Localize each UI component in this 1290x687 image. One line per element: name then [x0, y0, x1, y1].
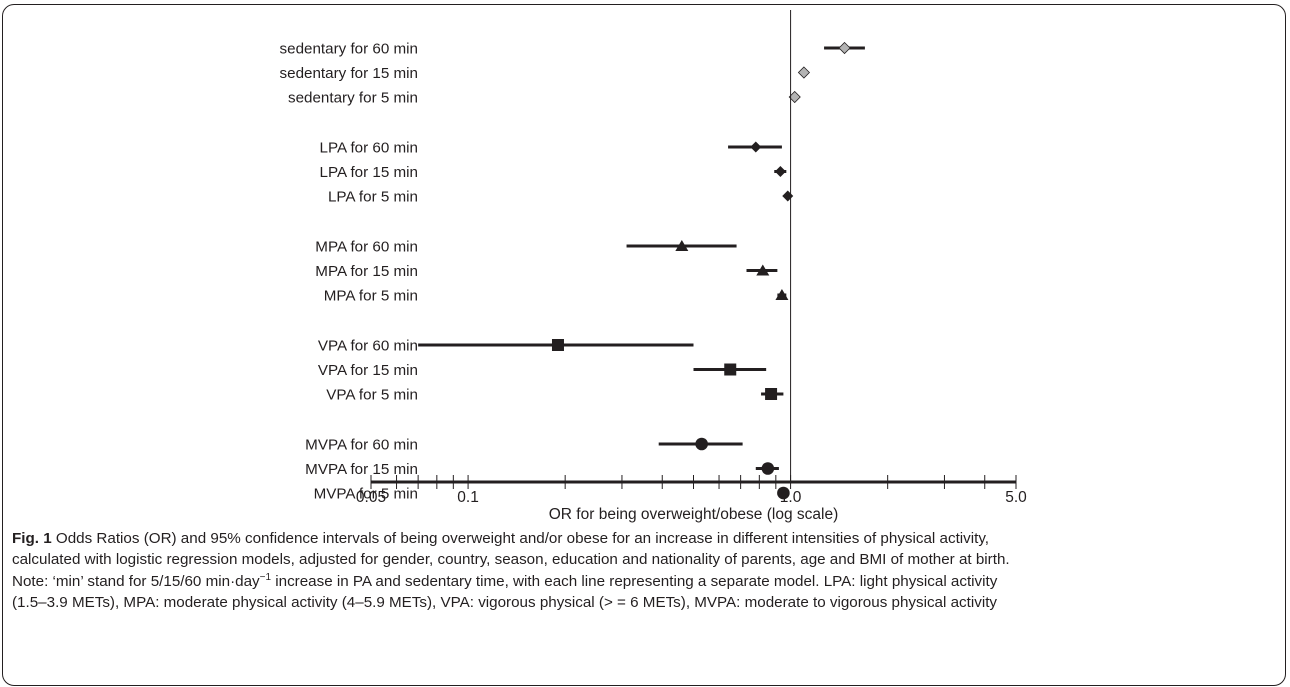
circle-marker — [695, 437, 708, 451]
forest-row: sedentary for 15 min — [280, 65, 810, 82]
square-marker — [551, 339, 564, 351]
x-tick-label: 0.05 — [356, 489, 386, 506]
figure-frame — [2, 4, 1286, 686]
triangle-marker — [675, 240, 689, 251]
diamond-marker — [838, 41, 851, 55]
square-marker — [724, 363, 737, 376]
forest-row: MVPA for 60 min — [305, 437, 743, 454]
row-label: LPA for 15 min — [320, 164, 419, 181]
forest-row: VPA for 15 min — [318, 362, 767, 379]
x-tick-label: 0.1 — [457, 489, 479, 506]
triangle-marker — [756, 264, 770, 276]
forest-row: MPA for 5 min — [324, 288, 789, 305]
figure-label: Fig. 1 — [12, 530, 52, 547]
row-label: sedentary for 15 min — [280, 65, 418, 82]
plot-rows: sedentary for 60 min sedentary for 15 min… — [280, 41, 865, 503]
x-axis-label: OR for being overweight/obese (log scale… — [549, 506, 838, 523]
row-label: VPA for 5 min — [326, 387, 418, 404]
caption-line-3: Note: ‘min’ stand for 5/15/60 min·day−1 … — [12, 571, 998, 590]
forest-row: MVPA for 5 min — [314, 486, 790, 503]
circle-marker — [761, 462, 775, 475]
diamond-marker — [750, 141, 762, 153]
row-label: MPA for 15 min — [315, 263, 418, 280]
forest-plot: sedentary for 60 min sedentary for 15 min… — [280, 10, 1027, 523]
diamond-marker — [774, 166, 786, 177]
row-label: MVPA for 60 min — [305, 437, 418, 454]
circle-marker — [777, 486, 790, 500]
caption-line-2: calculated with logistic regression mode… — [12, 551, 1010, 569]
x-tick-label: 5.0 — [1005, 489, 1027, 506]
x-tick-label: 1.0 — [780, 489, 802, 506]
figure-caption: Fig. 1 Odds Ratios (OR) and 95% confiden… — [12, 528, 1278, 614]
forest-row: sedentary for 60 min — [280, 41, 865, 58]
row-label: sedentary for 5 min — [288, 90, 418, 107]
x-axis: 0.05 0.1 1.0 5.0 — [356, 475, 1027, 506]
row-label: LPA for 5 min — [328, 189, 418, 206]
row-label: MPA for 5 min — [324, 288, 418, 305]
triangle-marker — [775, 289, 789, 300]
forest-row: LPA for 15 min — [320, 164, 787, 181]
row-label: MVPA for 15 min — [305, 461, 418, 478]
diamond-marker — [782, 190, 794, 202]
row-label: MPA for 60 min — [315, 239, 418, 256]
diamond-marker — [797, 66, 810, 79]
row-label: MVPA for 5 min — [314, 486, 418, 503]
row-label: VPA for 60 min — [318, 338, 418, 355]
row-label: sedentary for 60 min — [280, 41, 418, 58]
caption-line-4: (1.5–3.9 METs), MPA: moderate physical a… — [12, 594, 998, 612]
caption-line-1: Fig. 1 Odds Ratios (OR) and 95% confiden… — [12, 530, 990, 547]
forest-row: sedentary for 5 min — [288, 90, 801, 107]
forest-row: LPA for 5 min — [328, 189, 794, 206]
forest-row: LPA for 60 min — [320, 140, 782, 157]
forest-row: MPA for 15 min — [315, 263, 778, 280]
row-label: LPA for 60 min — [320, 140, 419, 157]
forest-row: VPA for 60 min — [318, 338, 694, 355]
forest-row: MVPA for 15 min — [305, 461, 779, 478]
row-label: VPA for 15 min — [318, 362, 418, 379]
square-marker — [765, 388, 778, 400]
forest-row: VPA for 5 min — [326, 387, 784, 404]
forest-row: MPA for 60 min — [315, 239, 737, 256]
